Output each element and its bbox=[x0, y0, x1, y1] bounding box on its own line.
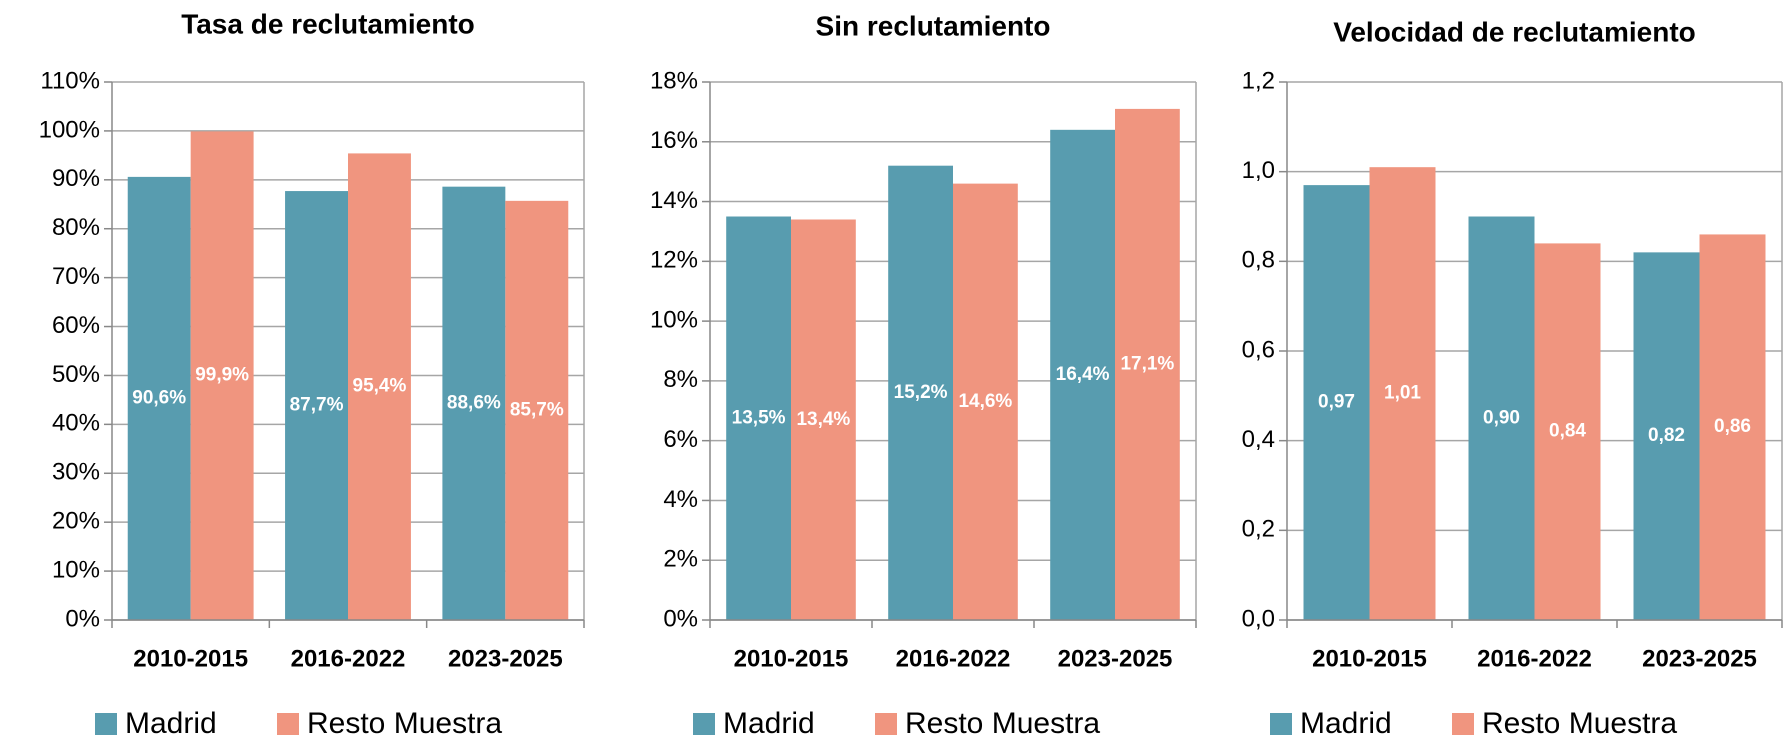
value-label: 0,90 bbox=[1483, 407, 1520, 428]
y-tick-label: 1,2 bbox=[1242, 67, 1275, 94]
legend-label: Madrid bbox=[723, 707, 815, 739]
y-tick-label: 100% bbox=[39, 116, 100, 143]
y-tick-label: 50% bbox=[52, 361, 100, 388]
value-label: 90,6% bbox=[132, 387, 186, 408]
y-tick-label: 0,8 bbox=[1242, 247, 1275, 274]
legend-label: Madrid bbox=[125, 707, 217, 739]
y-tick-label: 16% bbox=[650, 127, 698, 154]
value-label: 88,6% bbox=[447, 392, 501, 413]
value-label: 99,9% bbox=[195, 365, 249, 386]
value-label: 13,5% bbox=[732, 407, 786, 428]
legend-swatch bbox=[1270, 713, 1292, 735]
y-tick-label: 18% bbox=[650, 67, 698, 94]
bar bbox=[1468, 216, 1535, 620]
y-tick-label: 70% bbox=[52, 263, 100, 290]
x-tick-label: 2016-2022 bbox=[291, 645, 406, 672]
value-label: 0,82 bbox=[1648, 425, 1685, 446]
y-tick-label: 80% bbox=[52, 214, 100, 241]
y-tick-label: 90% bbox=[52, 165, 100, 192]
legend-swatch bbox=[1452, 713, 1474, 735]
legend-label: Resto Muestra bbox=[1482, 707, 1677, 739]
y-tick-label: 110% bbox=[40, 67, 100, 94]
x-tick-label: 2016-2022 bbox=[896, 645, 1011, 672]
value-label: 15,2% bbox=[894, 382, 948, 403]
legend-swatch bbox=[95, 713, 117, 735]
y-tick-label: 0% bbox=[663, 605, 698, 632]
y-tick-label: 14% bbox=[650, 187, 698, 214]
y-tick-label: 60% bbox=[52, 312, 100, 339]
legend-label: Madrid bbox=[1300, 707, 1392, 739]
y-tick-label: 0,6 bbox=[1242, 336, 1275, 363]
value-label: 95,4% bbox=[353, 376, 407, 397]
bar bbox=[285, 191, 348, 621]
y-tick-label: 1,0 bbox=[1242, 157, 1275, 184]
bar bbox=[1050, 129, 1115, 621]
y-tick-label: 2% bbox=[663, 546, 698, 573]
x-tick-label: 2016-2022 bbox=[1477, 645, 1592, 672]
legend-swatch bbox=[277, 713, 299, 735]
value-label: 16,4% bbox=[1056, 364, 1110, 385]
bar bbox=[442, 186, 506, 620]
bar bbox=[127, 176, 191, 620]
chart-title: Sin reclutamiento bbox=[816, 10, 1051, 41]
legend-label: Resto Muestra bbox=[905, 707, 1100, 739]
bar bbox=[953, 183, 1018, 620]
bar bbox=[1303, 185, 1370, 620]
y-tick-label: 10% bbox=[52, 556, 100, 583]
value-label: 0,86 bbox=[1714, 416, 1751, 437]
x-tick-label: 2010-2015 bbox=[133, 645, 248, 672]
bar bbox=[1633, 252, 1700, 620]
y-tick-label: 12% bbox=[650, 247, 698, 274]
bar bbox=[1369, 167, 1436, 620]
bar bbox=[726, 216, 791, 620]
bar bbox=[348, 153, 411, 620]
y-tick-label: 20% bbox=[52, 508, 100, 535]
x-tick-label: 2023-2025 bbox=[448, 645, 563, 672]
legend-swatch bbox=[693, 713, 715, 735]
bar bbox=[1115, 108, 1180, 621]
y-tick-label: 40% bbox=[52, 410, 100, 437]
legend-label: Resto Muestra bbox=[307, 707, 502, 739]
legend-swatch bbox=[875, 713, 897, 735]
y-tick-label: 0% bbox=[65, 605, 100, 632]
y-tick-label: 0,0 bbox=[1242, 605, 1275, 632]
bar bbox=[1534, 243, 1601, 620]
chart-title: Tasa de reclutamiento bbox=[181, 8, 475, 39]
value-label: 1,01 bbox=[1384, 383, 1421, 404]
value-label: 87,7% bbox=[290, 395, 344, 416]
x-tick-label: 2010-2015 bbox=[1312, 645, 1427, 672]
y-tick-label: 4% bbox=[663, 486, 698, 513]
value-label: 0,84 bbox=[1549, 421, 1586, 442]
value-label: 85,7% bbox=[510, 399, 564, 420]
bar bbox=[505, 200, 569, 620]
value-label: 17,1% bbox=[1120, 353, 1174, 374]
bar bbox=[190, 131, 254, 620]
chart-title: Velocidad de reclutamiento bbox=[1333, 16, 1696, 47]
y-tick-label: 8% bbox=[663, 366, 698, 393]
bar bbox=[791, 219, 856, 620]
bar bbox=[1699, 234, 1766, 620]
x-tick-label: 2023-2025 bbox=[1058, 645, 1173, 672]
value-label: 0,97 bbox=[1318, 392, 1355, 413]
y-tick-label: 10% bbox=[650, 306, 698, 333]
y-tick-label: 6% bbox=[663, 426, 698, 453]
y-tick-label: 30% bbox=[52, 459, 100, 486]
bar bbox=[888, 165, 953, 620]
y-tick-label: 0,2 bbox=[1242, 516, 1275, 543]
x-tick-label: 2010-2015 bbox=[734, 645, 849, 672]
value-label: 14,6% bbox=[958, 391, 1012, 412]
x-tick-label: 2023-2025 bbox=[1642, 645, 1757, 672]
value-label: 13,4% bbox=[796, 409, 850, 430]
y-tick-label: 0,4 bbox=[1242, 426, 1275, 453]
